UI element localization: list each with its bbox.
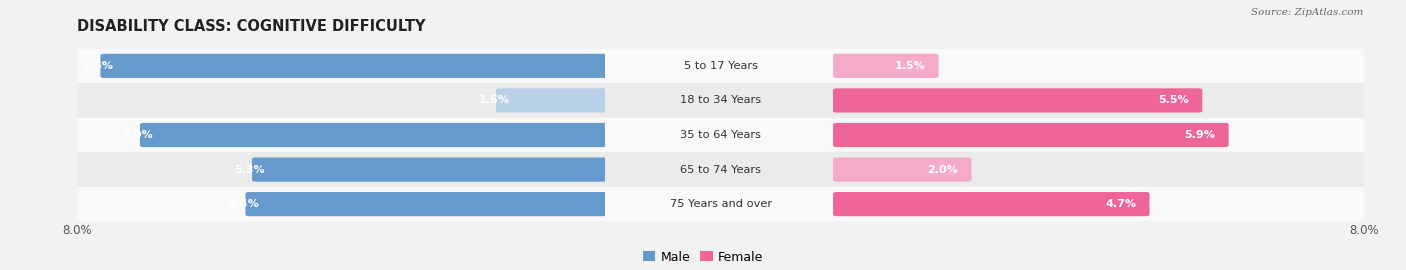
FancyBboxPatch shape [837, 118, 1364, 152]
FancyBboxPatch shape [834, 192, 1150, 216]
FancyBboxPatch shape [605, 83, 837, 118]
FancyBboxPatch shape [496, 88, 607, 113]
FancyBboxPatch shape [77, 118, 605, 152]
FancyBboxPatch shape [837, 152, 1364, 187]
FancyBboxPatch shape [605, 152, 837, 187]
FancyBboxPatch shape [834, 54, 939, 78]
Text: 5.3%: 5.3% [235, 164, 266, 175]
Text: DISABILITY CLASS: COGNITIVE DIFFICULTY: DISABILITY CLASS: COGNITIVE DIFFICULTY [77, 19, 426, 34]
FancyBboxPatch shape [77, 83, 605, 118]
Text: 1.6%: 1.6% [478, 95, 509, 106]
Text: 5.5%: 5.5% [1159, 95, 1189, 106]
Text: Source: ZipAtlas.com: Source: ZipAtlas.com [1251, 8, 1364, 17]
FancyBboxPatch shape [246, 192, 607, 216]
FancyBboxPatch shape [77, 187, 605, 221]
Text: 5 to 17 Years: 5 to 17 Years [683, 61, 758, 71]
FancyBboxPatch shape [834, 88, 1202, 113]
FancyBboxPatch shape [605, 118, 837, 152]
Legend: Male, Female: Male, Female [643, 251, 763, 264]
Text: 35 to 64 Years: 35 to 64 Years [681, 130, 761, 140]
Text: 4.7%: 4.7% [1105, 199, 1136, 209]
FancyBboxPatch shape [252, 157, 607, 182]
Text: 2.0%: 2.0% [928, 164, 959, 175]
Text: 5.4%: 5.4% [228, 199, 259, 209]
Text: 7.6%: 7.6% [83, 61, 114, 71]
FancyBboxPatch shape [605, 187, 837, 221]
Text: 7.0%: 7.0% [122, 130, 153, 140]
FancyBboxPatch shape [834, 123, 1229, 147]
FancyBboxPatch shape [77, 152, 605, 187]
FancyBboxPatch shape [77, 49, 605, 83]
FancyBboxPatch shape [141, 123, 607, 147]
Text: 1.5%: 1.5% [894, 61, 925, 71]
FancyBboxPatch shape [100, 54, 607, 78]
Text: 18 to 34 Years: 18 to 34 Years [681, 95, 761, 106]
FancyBboxPatch shape [837, 83, 1364, 118]
Text: 65 to 74 Years: 65 to 74 Years [681, 164, 761, 175]
FancyBboxPatch shape [605, 49, 837, 83]
Text: 75 Years and over: 75 Years and over [669, 199, 772, 209]
Text: 5.9%: 5.9% [1185, 130, 1215, 140]
FancyBboxPatch shape [837, 49, 1364, 83]
FancyBboxPatch shape [834, 157, 972, 182]
FancyBboxPatch shape [837, 187, 1364, 221]
